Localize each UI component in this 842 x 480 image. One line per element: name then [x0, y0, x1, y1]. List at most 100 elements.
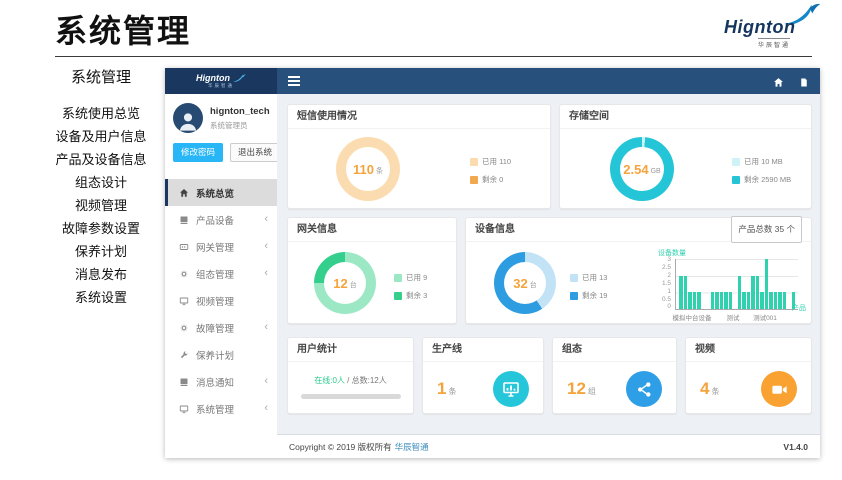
card-title: 存储空间 [569, 111, 609, 122]
sidebar-item-message[interactable]: 消息通知 ‹ [165, 368, 277, 395]
card-title: 组态 [562, 344, 582, 355]
home-icon [179, 188, 189, 198]
legend-swatch [470, 175, 478, 184]
legend-swatch [732, 157, 740, 166]
outer-menu-item-device-user[interactable]: 设备及用户信息 [55, 129, 147, 144]
legend-label: 已用 9 [406, 273, 428, 282]
legend-label: 已用 110 [482, 157, 512, 166]
document-icon[interactable] [799, 75, 809, 93]
gateway-count: 12 [333, 275, 348, 291]
card-title: 设备信息 [475, 224, 515, 235]
line-count: 1 [437, 379, 447, 398]
outer-menu-item-scada-design[interactable]: 组态设计 [74, 175, 127, 190]
outer-menu-item-product-device[interactable]: 产品及设备信息 [55, 152, 147, 167]
sidebar-item-label: 系统管理 [196, 404, 235, 416]
sidebar-item-product-device[interactable]: 产品设备 ‹ [165, 206, 277, 233]
device-count-bar [715, 292, 719, 309]
legend-label: 剩余 0 [482, 175, 504, 184]
card-title: 视频 [695, 344, 715, 355]
chevron-left-icon: ‹ [264, 213, 268, 225]
device-count-bar [683, 275, 687, 309]
monitor-icon [179, 404, 189, 414]
y-tick: 2.5 [661, 263, 671, 271]
hignton-logo: Hignton 华辰智通 [724, 2, 821, 54]
y-tick: 1 [667, 287, 671, 295]
change-password-button[interactable]: 修改密码 [173, 143, 224, 162]
device-count-bar [769, 292, 773, 309]
share-nodes-icon [626, 371, 662, 407]
outer-menu-item-maintenance[interactable]: 保养计划 [74, 244, 127, 259]
device-count-bar [746, 292, 750, 309]
outer-menu-item-overview[interactable]: 系统使用总览 [61, 106, 140, 121]
app-footer: Copyright © 2019 版权所有 华辰智通 V1.4.0 [277, 434, 820, 458]
book-icon [179, 377, 189, 387]
video-count: 4 [700, 379, 710, 398]
sidebar-item-system[interactable]: 系统管理 ‹ [165, 395, 277, 422]
outer-menu-item-video[interactable]: 视频管理 [74, 198, 127, 213]
y-tick: 0.5 [661, 295, 671, 303]
device-count-bar [782, 292, 786, 309]
chart-y-axis-label: 设备数量 [658, 250, 686, 257]
gateway-info-card: 网关信息 12 台 已用 9 剩余 3 [287, 217, 457, 324]
sidebar-item-label: 组态管理 [196, 269, 235, 281]
sms-usage-card: 短信使用情况 110 条 已用 110 剩余 0 [287, 104, 551, 209]
gateway-donut-chart: 12 台 [314, 252, 376, 314]
version-label: V1.4.0 [783, 441, 808, 452]
device-count-bar [728, 292, 732, 309]
device-count-bar [742, 292, 746, 309]
legend-swatch [732, 175, 740, 184]
sidebar-item-label: 网关管理 [196, 242, 235, 254]
product-total-badge[interactable]: 产品总数 35 个 [731, 216, 802, 243]
x-tick-label: 测试 [726, 315, 740, 322]
sidebar-item-gateway[interactable]: 网关管理 ‹ [165, 233, 277, 260]
outer-menu-item-settings[interactable]: 系统设置 [74, 290, 127, 305]
device-count-bar [760, 292, 764, 309]
legend-label: 剩余 3 [406, 291, 428, 300]
outer-menu-item-message[interactable]: 消息发布 [74, 267, 127, 282]
app-window: Hignton 华辰智通 [165, 68, 820, 458]
card-title: 短信使用情况 [297, 111, 357, 122]
legend-label: 剩余 19 [582, 291, 608, 300]
app-navbar [277, 68, 820, 94]
hamburger-menu-icon[interactable] [288, 76, 300, 88]
user-panel: hignton_tech 系统管理员 [165, 94, 277, 136]
device-count-bar [773, 292, 777, 309]
sidebar-item-label: 系统总览 [196, 188, 235, 200]
outer-menu-item-fault-params[interactable]: 故障参数设置 [61, 221, 140, 236]
company-link[interactable]: 华辰智通 [394, 441, 429, 452]
card-title: 网关信息 [297, 224, 337, 235]
device-count: 32 [513, 275, 528, 291]
storage-donut-chart: 2.54 GB [610, 137, 674, 201]
user-progress-bar [300, 394, 401, 399]
sidebar-item-maintenance[interactable]: 保养计划 [165, 341, 277, 368]
total-count: / 总数:12人 [347, 376, 387, 385]
legend-label: 已用 10 MB [744, 157, 783, 166]
chart-plot-area [675, 259, 798, 310]
sidebar-item-video[interactable]: 视频管理 [165, 287, 277, 314]
sidebar-item-scada[interactable]: 组态管理 ‹ [165, 260, 277, 287]
sms-donut-chart: 110 条 [336, 137, 400, 201]
chart-y-ticks: 3 2.5 2 1.5 1 0.5 0 [648, 256, 671, 311]
copyright-text: Copyright © 2019 版权所有 [289, 441, 392, 452]
logout-button[interactable]: 退出系统 [230, 143, 281, 162]
chevron-left-icon: ‹ [264, 375, 268, 387]
sidebar-item-overview[interactable]: 系统总览 [165, 179, 277, 206]
avatar [173, 103, 203, 133]
scada-count: 12 [567, 379, 586, 398]
header-divider [55, 56, 812, 57]
dashboard-content: 短信使用情况 110 条 已用 110 剩余 0 存储空间 2.54 GB [277, 94, 820, 458]
x-tick-label: 测试001 [753, 315, 777, 322]
device-count-bar [719, 292, 723, 309]
sidebar-item-fault[interactable]: 故障管理 ‹ [165, 314, 277, 341]
brand-sub-text: 华辰智通 [208, 83, 234, 89]
legend-swatch [470, 157, 478, 166]
y-tick: 1.5 [661, 279, 671, 287]
monitor-icon [179, 296, 189, 306]
home-icon[interactable] [773, 75, 784, 93]
device-count-bar [755, 275, 759, 309]
storage-value: 2.54 [623, 161, 649, 177]
user-stats-card: 用户统计 在线:0人 / 总数:12人 [287, 337, 414, 414]
device-count-bar [692, 292, 696, 309]
